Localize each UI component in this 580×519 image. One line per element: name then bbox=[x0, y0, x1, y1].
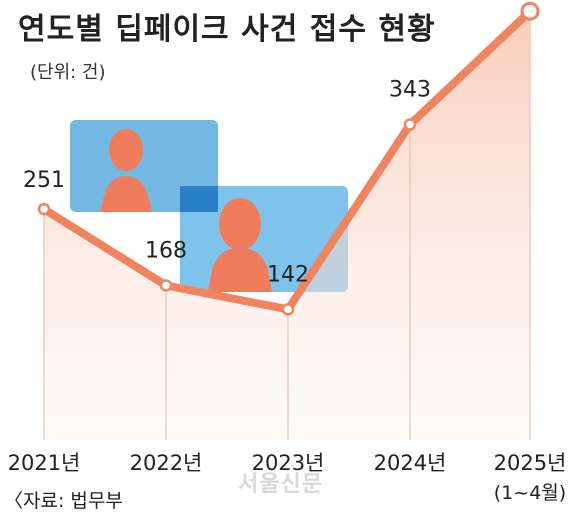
data-point-1 bbox=[159, 279, 173, 292]
data-label-2: 142 bbox=[267, 262, 309, 287]
x-tick-label-1: 2022년 bbox=[130, 451, 203, 475]
profile-photo-front bbox=[180, 186, 348, 292]
profile-photos-illustration bbox=[70, 120, 348, 292]
chart-title: 연도별 딥페이크 사건 접수 현황 bbox=[18, 12, 436, 47]
x-tick-label-2: 2023년 bbox=[252, 451, 325, 475]
x-tick-label-4: 2025년 bbox=[494, 451, 567, 475]
data-label-3: 343 bbox=[389, 77, 431, 102]
unit-label: (단위: 건) bbox=[30, 62, 106, 83]
x-tick-note-4: (1~4월) bbox=[494, 482, 566, 504]
data-point-0 bbox=[37, 202, 51, 216]
data-label-1: 168 bbox=[145, 238, 187, 263]
x-tick-label-0: 2021년 bbox=[8, 451, 81, 475]
data-point-4 bbox=[520, 1, 540, 21]
data-point-2 bbox=[281, 303, 295, 316]
x-tick-label-3: 2024년 bbox=[374, 451, 447, 475]
watermark: 서울신문 bbox=[238, 472, 323, 497]
data-point-3 bbox=[403, 118, 417, 131]
data-label-0: 251 bbox=[23, 168, 65, 193]
source-note: 〈자료: 법무부 bbox=[4, 490, 123, 512]
